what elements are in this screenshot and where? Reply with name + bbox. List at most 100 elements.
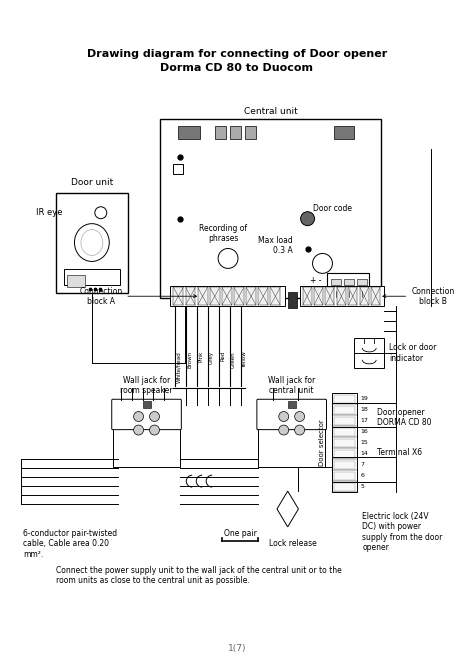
- Bar: [300, 286, 384, 306]
- Bar: [270, 287, 280, 305]
- Text: Drawing diagram for connecting of Door opener: Drawing diagram for connecting of Door o…: [87, 49, 387, 59]
- Bar: [331, 279, 341, 285]
- Circle shape: [279, 425, 289, 435]
- Bar: [331, 291, 341, 297]
- Ellipse shape: [74, 224, 109, 261]
- Bar: [64, 269, 120, 285]
- Bar: [357, 291, 367, 297]
- Circle shape: [295, 411, 305, 421]
- Text: 1(7): 1(7): [228, 644, 246, 653]
- Text: Connection
block A: Connection block A: [79, 287, 197, 306]
- Text: Door unit: Door unit: [71, 178, 113, 188]
- Text: Door code: Door code: [313, 204, 352, 213]
- Bar: [198, 287, 208, 305]
- Text: 14: 14: [360, 451, 368, 456]
- Bar: [215, 126, 226, 139]
- Bar: [173, 164, 183, 174]
- Text: 17: 17: [360, 418, 368, 423]
- Bar: [258, 427, 326, 467]
- Text: 18: 18: [360, 407, 368, 412]
- Polygon shape: [277, 491, 299, 527]
- Bar: [288, 292, 297, 308]
- Text: Recording of
phrases: Recording of phrases: [199, 224, 247, 243]
- Bar: [335, 483, 356, 491]
- Bar: [354, 338, 384, 368]
- Bar: [230, 126, 241, 139]
- Bar: [335, 395, 356, 403]
- Circle shape: [301, 212, 315, 226]
- Bar: [258, 287, 268, 305]
- Bar: [246, 287, 256, 305]
- Text: Connect the power supply unit to the wall jack of the central unit or to the
roo: Connect the power supply unit to the wal…: [56, 565, 342, 585]
- Bar: [185, 287, 195, 305]
- Text: Connection
block B: Connection block B: [383, 287, 455, 306]
- Bar: [314, 287, 323, 305]
- Bar: [173, 287, 183, 305]
- Bar: [335, 406, 356, 414]
- Bar: [335, 427, 356, 436]
- Text: Central unit: Central unit: [244, 107, 298, 116]
- Bar: [302, 287, 311, 305]
- Text: 19: 19: [360, 396, 368, 401]
- Text: Electric lock (24V
DC) with power
supply from the door
opener: Electric lock (24V DC) with power supply…: [362, 512, 443, 552]
- Bar: [335, 126, 354, 139]
- Bar: [360, 287, 369, 305]
- Text: Pink: Pink: [198, 351, 203, 362]
- Bar: [245, 126, 256, 139]
- Circle shape: [134, 425, 144, 435]
- Text: 7: 7: [360, 462, 365, 467]
- Text: Door selector: Door selector: [319, 419, 326, 466]
- Bar: [288, 401, 296, 408]
- Circle shape: [134, 411, 144, 421]
- Ellipse shape: [81, 230, 103, 255]
- Bar: [348, 287, 357, 305]
- Text: Max load
0.3 A: Max load 0.3 A: [258, 236, 292, 255]
- Bar: [335, 439, 356, 447]
- Bar: [326, 287, 335, 305]
- Text: Wall jack for
central unit: Wall jack for central unit: [268, 376, 315, 395]
- Bar: [143, 401, 151, 408]
- Circle shape: [312, 253, 332, 273]
- Circle shape: [295, 425, 305, 435]
- Text: IR eye: IR eye: [36, 208, 63, 217]
- Text: Terminal X6: Terminal X6: [377, 448, 422, 457]
- Bar: [357, 279, 367, 285]
- Text: Brown: Brown: [187, 351, 192, 368]
- Text: 16: 16: [360, 429, 368, 433]
- Circle shape: [149, 425, 159, 435]
- Text: 6: 6: [360, 473, 364, 478]
- Circle shape: [95, 207, 107, 218]
- Bar: [345, 279, 354, 285]
- Text: Door opener
DORMA CD 80: Door opener DORMA CD 80: [377, 408, 432, 427]
- Text: One pair: One pair: [224, 529, 256, 538]
- Bar: [161, 119, 381, 298]
- Bar: [335, 417, 356, 425]
- Circle shape: [279, 411, 289, 421]
- Bar: [335, 472, 356, 480]
- Text: Dorma CD 80 to Duocom: Dorma CD 80 to Duocom: [161, 62, 313, 72]
- Bar: [67, 275, 85, 287]
- Bar: [178, 126, 200, 139]
- Text: + -: + -: [310, 276, 321, 285]
- Bar: [113, 427, 180, 467]
- Bar: [170, 286, 285, 306]
- FancyBboxPatch shape: [257, 399, 327, 429]
- Bar: [345, 291, 354, 297]
- FancyBboxPatch shape: [112, 399, 182, 429]
- Text: Lock release: Lock release: [269, 539, 317, 548]
- Circle shape: [218, 249, 238, 269]
- Bar: [234, 287, 244, 305]
- Text: Lock or door
indicator: Lock or door indicator: [389, 343, 437, 362]
- Bar: [222, 287, 232, 305]
- Text: Grey: Grey: [209, 351, 214, 364]
- Bar: [332, 393, 357, 492]
- Bar: [56, 193, 128, 293]
- Text: 5: 5: [360, 484, 364, 489]
- Text: Red: Red: [220, 351, 225, 361]
- Bar: [335, 450, 356, 458]
- Bar: [210, 287, 220, 305]
- Text: Wall jack for
room speaker: Wall jack for room speaker: [120, 376, 173, 395]
- Circle shape: [149, 411, 159, 421]
- Bar: [337, 287, 346, 305]
- Bar: [335, 461, 356, 469]
